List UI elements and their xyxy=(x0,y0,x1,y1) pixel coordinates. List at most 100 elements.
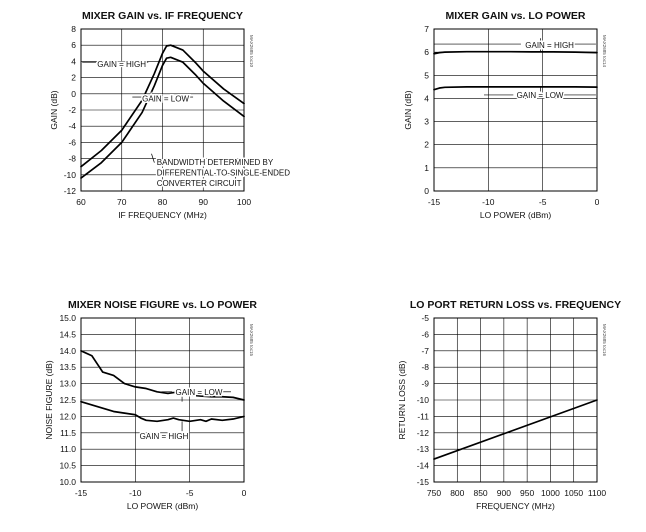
series-line-2 xyxy=(80,400,245,423)
y-tick-label: -6 xyxy=(421,329,429,339)
x-tick-label: -10 xyxy=(482,197,495,207)
chart-panel-3: MIXER NOISE FIGURE vs. LO POWER -15 -10 -5 0… xyxy=(44,299,257,511)
y-tick-label: 14.5 xyxy=(59,329,76,339)
y-axis-label: GAIN (dB) xyxy=(403,90,413,129)
y-tick-label: 2 xyxy=(424,140,429,150)
series-line-2 xyxy=(433,86,598,91)
y-tick-label: 11.0 xyxy=(60,444,76,454)
series-line-1 xyxy=(433,50,598,55)
y-tick-label: 8 xyxy=(71,24,76,34)
y-tick-label: -11 xyxy=(417,411,429,421)
annotation-text: DIFFERENTIAL-TO-SINGLE-ENDED xyxy=(157,169,290,178)
x-tick-label: -10 xyxy=(129,488,142,498)
x-tick-label: 1000 xyxy=(541,488,560,498)
x-tick-label: 0 xyxy=(242,488,247,498)
y-tick-label: 12.0 xyxy=(59,411,76,421)
x-tick-label: 100 xyxy=(237,197,251,207)
y-axis-label: RETURN LOSS (dB) xyxy=(397,360,407,439)
series-line-1 xyxy=(80,349,245,401)
annotation-leader xyxy=(234,176,237,183)
y-tick-label: 15.0 xyxy=(59,313,76,323)
x-axis-label: LO POWER (dBm) xyxy=(127,501,198,511)
y-tick-label: -13 xyxy=(417,444,430,454)
series-annotation: GAIN = HIGH xyxy=(97,60,146,69)
x-tick-label: 800 xyxy=(450,488,464,498)
x-axis-label: LO POWER (dBm) xyxy=(480,210,551,220)
x-tick-label: 850 xyxy=(473,488,487,498)
y-tick-label: 1 xyxy=(424,163,429,173)
x-axis-label: FREQUENCY (MHz) xyxy=(476,501,555,511)
x-tick-label: -5 xyxy=(186,488,194,498)
x-tick-label: -5 xyxy=(539,197,547,207)
x-axis-label: IF FREQUENCY (MHz) xyxy=(118,210,207,220)
chart-id-label: MAX2685 toc14 xyxy=(602,35,607,68)
x-tick-label: 950 xyxy=(520,488,534,498)
chart-panel-4: LO PORT RETURN LOSS vs. FREQUENCY 750 800 8… xyxy=(397,299,621,511)
x-tick-label: 80 xyxy=(158,197,168,207)
chart-id-label: MAX2685 toc16 xyxy=(602,324,607,357)
chart-id-label: MAX2685 toc15 xyxy=(249,324,254,357)
y-tick-label: 3 xyxy=(424,117,429,127)
plot-frame xyxy=(80,28,245,192)
y-tick-label: 6 xyxy=(71,40,76,50)
annotation-text: BANDWIDTH DETERMINED BY xyxy=(157,158,274,167)
y-tick-label: -12 xyxy=(417,428,430,438)
y-tick-label: -4 xyxy=(68,121,76,131)
y-tick-label: 5 xyxy=(424,70,429,80)
series-line-2 xyxy=(80,56,245,179)
annotation-text: CONVERTER CIRCUIT xyxy=(157,179,242,188)
y-tick-label: 4 xyxy=(71,56,76,66)
x-tick-label: 900 xyxy=(497,488,511,498)
chart-panel-2: MIXER GAIN vs. LO POWER -15 -10 -5 0 0 1 2 3 4 5 6 7… xyxy=(403,10,607,220)
x-tick-label: -15 xyxy=(428,197,441,207)
y-tick-label: 14.0 xyxy=(59,346,76,356)
x-tick-label: 60 xyxy=(76,197,86,207)
x-tick-label: 750 xyxy=(427,488,441,498)
y-tick-label: -7 xyxy=(421,346,429,356)
x-tick-label: 90 xyxy=(199,197,209,207)
series-annotation: GAIN = HIGH xyxy=(140,432,189,441)
x-tick-label: 1100 xyxy=(588,488,607,498)
chart-id-label: MAX2685 toc10 xyxy=(249,35,254,68)
y-tick-label: -8 xyxy=(68,154,76,164)
series-annotation: GAIN = LOW xyxy=(142,95,189,104)
x-tick-label: 70 xyxy=(117,197,127,207)
y-tick-label: 0 xyxy=(71,89,76,99)
y-axis-label: GAIN (dB) xyxy=(49,90,59,129)
y-tick-label: -14 xyxy=(417,461,430,471)
y-tick-label: -10 xyxy=(417,395,430,405)
series-annotation: GAIN = HIGH xyxy=(525,41,574,50)
y-tick-label: -5 xyxy=(421,313,429,323)
series-line-1 xyxy=(80,44,245,168)
series-annotation: GAIN = LOW xyxy=(517,91,564,100)
chart-title: MIXER GAIN vs. IF FREQUENCY xyxy=(82,10,243,22)
y-tick-label: -8 xyxy=(421,362,429,372)
chart-title: LO PORT RETURN LOSS vs. FREQUENCY xyxy=(410,299,621,311)
y-tick-label: 4 xyxy=(424,93,429,103)
y-tick-label: 13.5 xyxy=(59,362,76,372)
series-line-1 xyxy=(433,399,598,460)
chart-title: MIXER NOISE FIGURE vs. LO POWER xyxy=(68,299,257,311)
chart-title: MIXER GAIN vs. LO POWER xyxy=(445,10,585,22)
y-tick-label: 10.0 xyxy=(59,477,76,487)
y-tick-label: 11.5 xyxy=(60,428,76,438)
y-tick-label: 12.5 xyxy=(59,395,76,405)
plot-frame xyxy=(433,28,598,192)
y-tick-label: -6 xyxy=(68,137,76,147)
y-tick-label: -12 xyxy=(64,186,77,196)
y-axis-label: NOISE FIGURE (dB) xyxy=(44,360,54,440)
x-tick-label: -15 xyxy=(75,488,88,498)
y-tick-label: -2 xyxy=(68,105,76,115)
series-annotation: GAIN = LOW xyxy=(176,388,223,397)
y-tick-label: 0 xyxy=(424,186,429,196)
y-tick-label: -15 xyxy=(417,477,430,487)
y-tick-label: -10 xyxy=(64,170,77,180)
y-tick-label: 13.0 xyxy=(59,379,76,389)
y-tick-label: 6 xyxy=(424,47,429,57)
y-tick-label: 2 xyxy=(71,73,76,83)
x-tick-label: 1050 xyxy=(564,488,583,498)
y-tick-label: 10.5 xyxy=(59,461,76,471)
y-tick-label: 7 xyxy=(424,24,429,34)
